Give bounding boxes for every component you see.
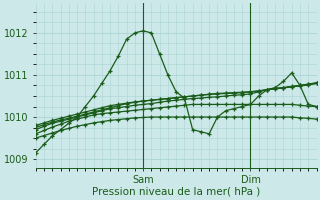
X-axis label: Pression niveau de la mer( hPa ): Pression niveau de la mer( hPa ) [92, 187, 260, 197]
